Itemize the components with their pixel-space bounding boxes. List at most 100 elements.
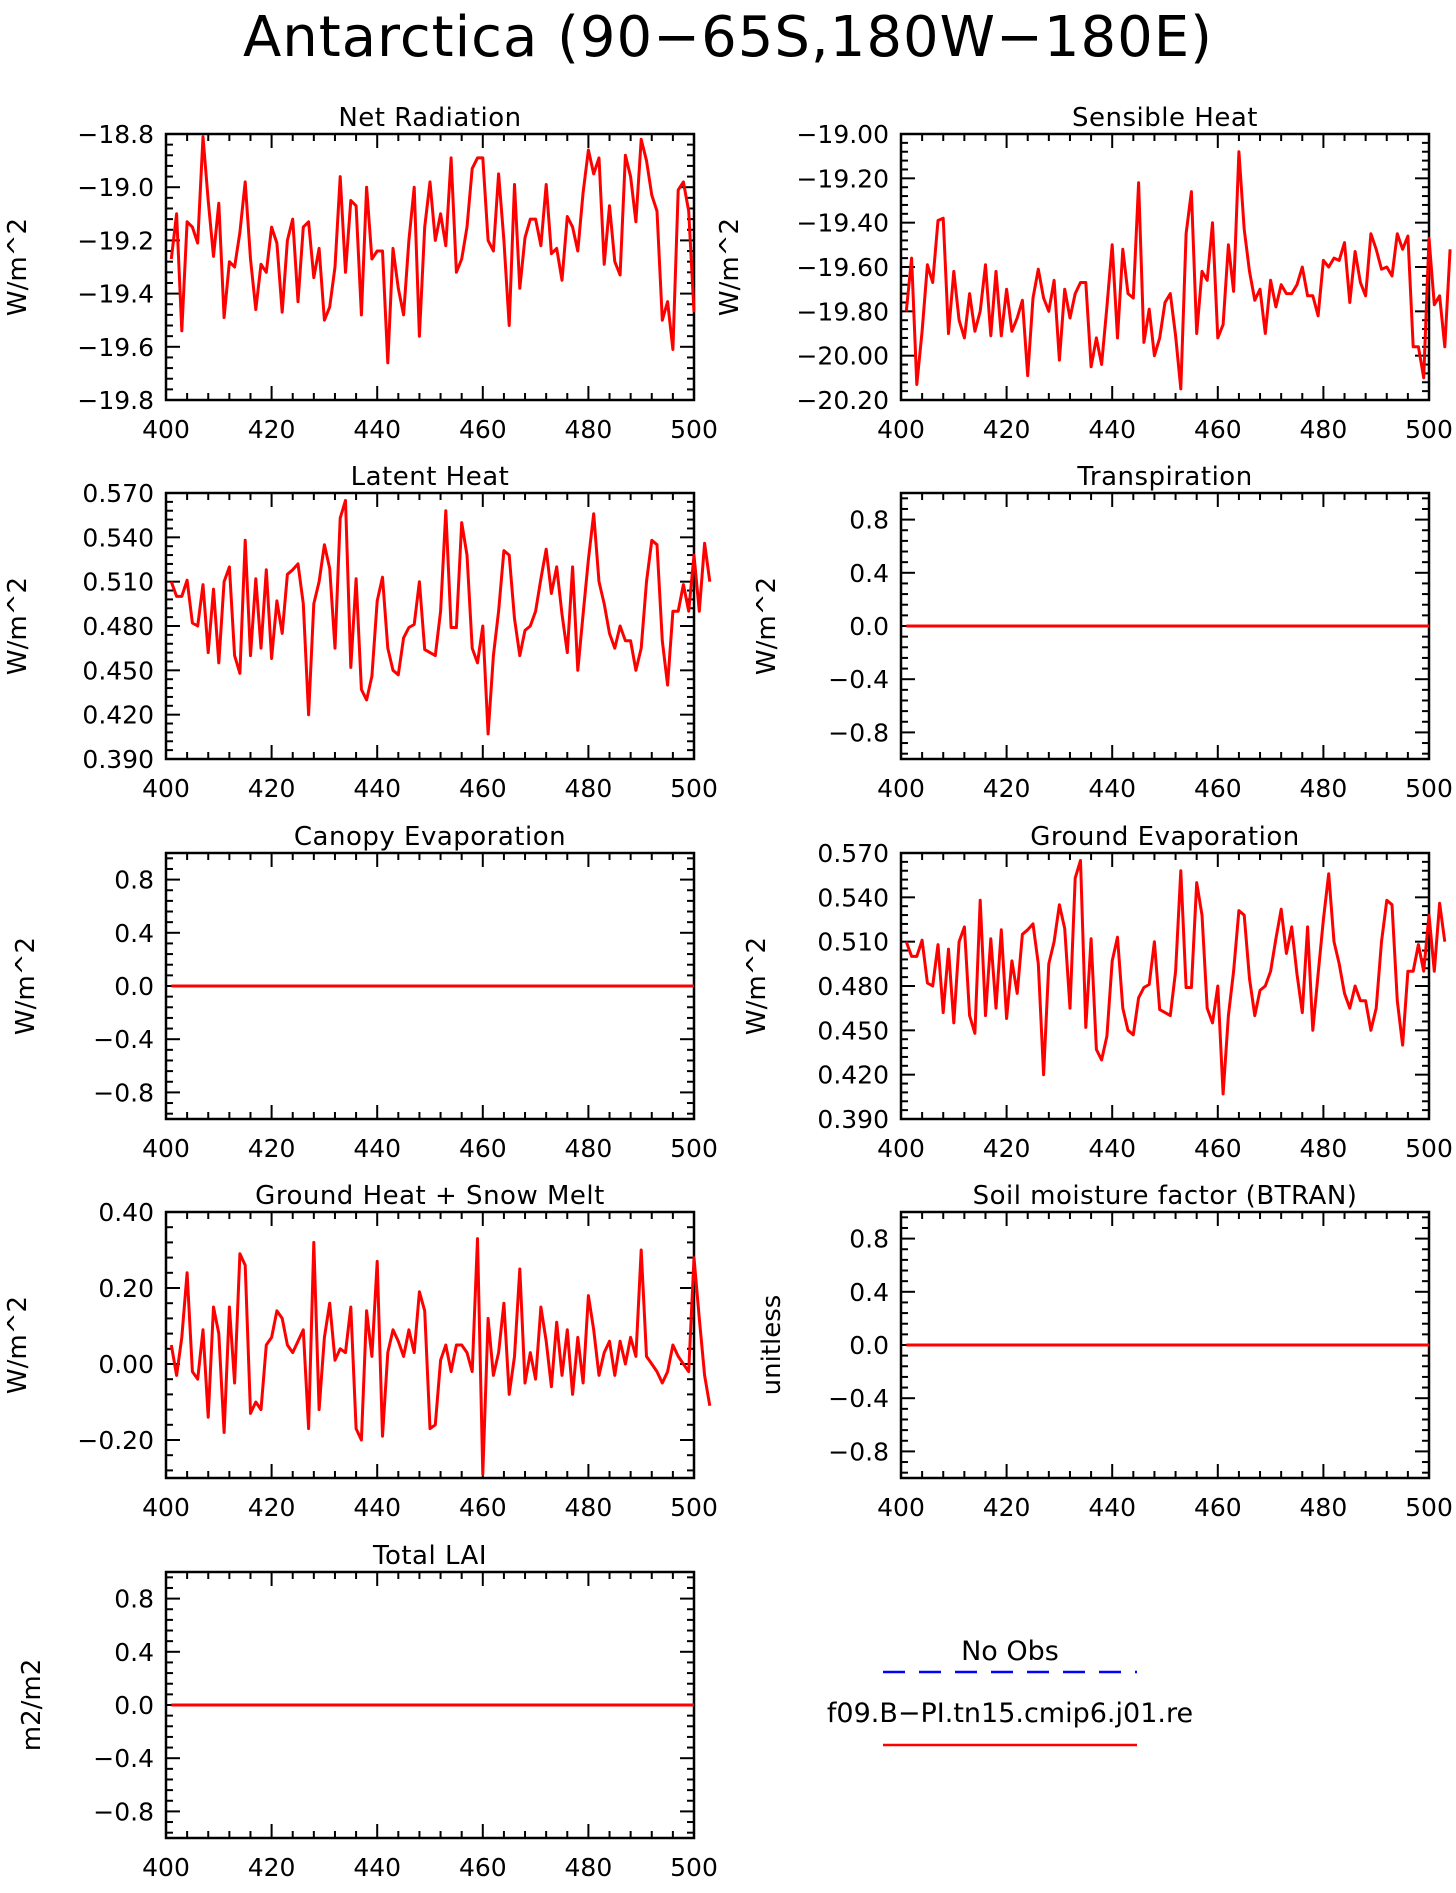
x-tick-label: 420 bbox=[983, 1493, 1031, 1522]
x-tick-label: 400 bbox=[142, 415, 190, 444]
y-tick-label: −0.8 bbox=[828, 718, 889, 747]
x-tick-label: 440 bbox=[1088, 774, 1136, 803]
series-line bbox=[904, 858, 1447, 1096]
legend: No Obs f09.B−PI.tn15.cmip6.j01.re bbox=[827, 1636, 1193, 1747]
y-axis-label: W/m^2 bbox=[3, 1296, 33, 1394]
x-tick-label: 440 bbox=[353, 774, 401, 803]
y-tick-label: −18.8 bbox=[77, 120, 154, 149]
x-tick-label: 420 bbox=[248, 1493, 296, 1522]
panel-sensible-heat: Sensible Heat 400 420 440 460 480 500 −20.20 −20… bbox=[715, 103, 1453, 444]
y-tick-label: 0.390 bbox=[82, 745, 154, 774]
plot-frame bbox=[899, 132, 1431, 402]
x-tick-label: 460 bbox=[459, 415, 507, 444]
y-tick-label: −19.0 bbox=[77, 173, 154, 202]
plot-frame bbox=[164, 491, 696, 761]
y-tick-label: 0.20 bbox=[98, 1274, 154, 1303]
y-tick-label: −19.8 bbox=[77, 386, 154, 415]
x-tick-label: 400 bbox=[877, 1493, 925, 1522]
y-axis-label: W/m^2 bbox=[742, 937, 772, 1035]
y-tick-label: 0.510 bbox=[817, 928, 889, 957]
y-axis-label: W/m^2 bbox=[752, 577, 782, 675]
y-tick-label: 0.570 bbox=[82, 479, 154, 508]
panel-title: Total LAI bbox=[372, 1541, 487, 1571]
y-tick-label: 0.4 bbox=[114, 1638, 154, 1667]
y-tick-label: 0.570 bbox=[817, 839, 889, 868]
y-axis-label: W/m^2 bbox=[715, 218, 745, 316]
x-tick-label: 480 bbox=[1300, 1134, 1348, 1163]
figure-title: Antarctica (90−65S,180W−180E) bbox=[243, 5, 1213, 70]
x-tick-label: 460 bbox=[1194, 774, 1242, 803]
y-tick-label: 0.450 bbox=[817, 1016, 889, 1045]
x-tick-label: 460 bbox=[459, 1134, 507, 1163]
y-tick-label: 0.0 bbox=[849, 1331, 889, 1360]
y-tick-label: 0.420 bbox=[817, 1061, 889, 1090]
y-tick-label: 0.510 bbox=[82, 568, 154, 597]
x-tick-label: 400 bbox=[877, 774, 925, 803]
x-tick-label: 500 bbox=[1405, 415, 1453, 444]
x-tick-label: 420 bbox=[248, 774, 296, 803]
y-axis-label: W/m^2 bbox=[11, 937, 41, 1035]
plot-frame bbox=[164, 1210, 696, 1480]
x-tick-label: 440 bbox=[353, 1134, 401, 1163]
panel-title: Ground Heat + Snow Melt bbox=[255, 1181, 605, 1211]
y-tick-label: −0.20 bbox=[77, 1426, 154, 1455]
y-tick-label: 0.40 bbox=[98, 1198, 154, 1227]
x-tick-label: 440 bbox=[1088, 415, 1136, 444]
y-tick-label: −0.4 bbox=[93, 1744, 154, 1773]
plot-frame bbox=[899, 851, 1431, 1121]
x-tick-label: 440 bbox=[353, 415, 401, 444]
y-tick-label: 0.540 bbox=[817, 883, 889, 912]
panel-soil-moisture-factor: Soil moisture factor (BTRAN) 400 420 440 460… bbox=[757, 1181, 1453, 1522]
y-tick-label: 0.4 bbox=[849, 1278, 889, 1307]
y-tick-label: 0.4 bbox=[849, 559, 889, 588]
y-axis-label: W/m^2 bbox=[3, 577, 33, 675]
y-tick-label: 0.8 bbox=[114, 866, 154, 895]
series-line bbox=[904, 150, 1452, 391]
y-tick-label: −19.20 bbox=[796, 164, 889, 193]
panel-title: Canopy Evaporation bbox=[294, 822, 566, 852]
panels: Net Radiation 400 420 440 460 480 500 −19.8 −19.… bbox=[3, 103, 1453, 1882]
y-tick-label: −19.40 bbox=[796, 209, 889, 238]
x-tick-label: 480 bbox=[565, 415, 613, 444]
panel-title: Soil moisture factor (BTRAN) bbox=[973, 1181, 1358, 1211]
y-tick-label: −19.2 bbox=[77, 226, 154, 255]
series-line bbox=[169, 1237, 712, 1476]
x-tick-label: 400 bbox=[142, 1853, 190, 1882]
x-tick-label: 420 bbox=[248, 1853, 296, 1882]
panel-title: Transpiration bbox=[1076, 462, 1252, 492]
x-tick-label: 440 bbox=[353, 1493, 401, 1522]
y-tick-label: −0.8 bbox=[93, 1797, 154, 1826]
panel-title: Sensible Heat bbox=[1072, 103, 1258, 133]
y-tick-label: −0.4 bbox=[828, 1384, 889, 1413]
y-tick-label: −0.8 bbox=[93, 1078, 154, 1107]
x-tick-label: 480 bbox=[565, 1493, 613, 1522]
series-line bbox=[169, 498, 712, 736]
y-tick-label: 0.0 bbox=[849, 612, 889, 641]
y-tick-label: 0.4 bbox=[114, 919, 154, 948]
x-tick-label: 420 bbox=[248, 1134, 296, 1163]
x-tick-label: 440 bbox=[1088, 1134, 1136, 1163]
y-tick-label: 0.450 bbox=[82, 656, 154, 685]
y-tick-label: 0.0 bbox=[114, 972, 154, 1001]
x-tick-label: 440 bbox=[353, 1853, 401, 1882]
x-tick-label: 460 bbox=[1194, 1134, 1242, 1163]
y-tick-label: −19.00 bbox=[796, 120, 889, 149]
panel-ground-heat-snow-melt: Ground Heat + Snow Melt 400 420 440 460 480 50… bbox=[3, 1181, 718, 1522]
x-tick-label: 400 bbox=[877, 415, 925, 444]
x-tick-label: 500 bbox=[1405, 1134, 1453, 1163]
x-tick-label: 460 bbox=[459, 1493, 507, 1522]
x-tick-label: 420 bbox=[983, 415, 1031, 444]
y-tick-label: −19.80 bbox=[796, 297, 889, 326]
y-tick-label: 0.0 bbox=[114, 1691, 154, 1720]
x-tick-label: 440 bbox=[1088, 1493, 1136, 1522]
panel-title: Latent Heat bbox=[351, 462, 510, 492]
y-tick-label: 0.420 bbox=[82, 701, 154, 730]
x-tick-label: 400 bbox=[877, 1134, 925, 1163]
x-tick-label: 500 bbox=[670, 415, 718, 444]
x-tick-label: 500 bbox=[1405, 774, 1453, 803]
y-tick-label: 0.8 bbox=[849, 506, 889, 535]
y-tick-label: −20.20 bbox=[796, 386, 889, 415]
y-tick-label: −19.4 bbox=[77, 280, 154, 309]
x-tick-label: 500 bbox=[1405, 1493, 1453, 1522]
